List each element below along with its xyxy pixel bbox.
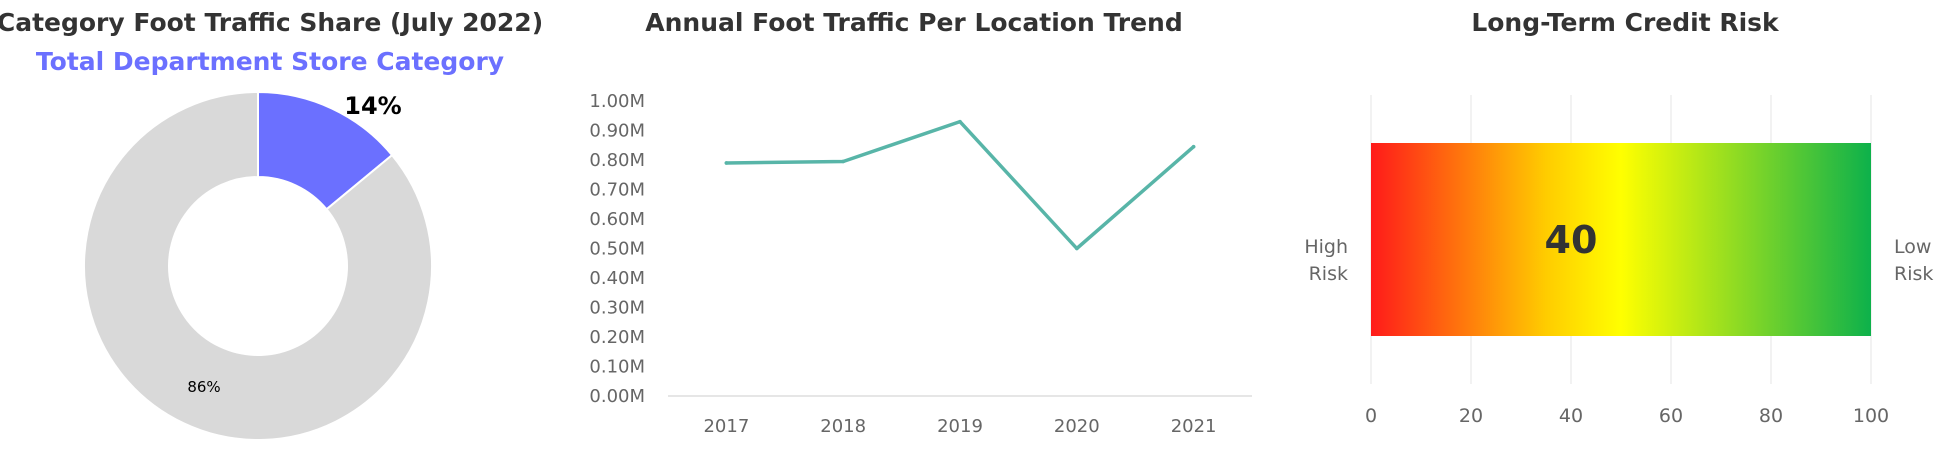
credit-risk-title: Long-Term Credit Risk	[1471, 8, 1779, 37]
low-risk-label: Risk	[1894, 263, 1933, 285]
line-chart-title: Annual Foot Traffic Per Location Trend	[645, 8, 1183, 37]
y-tick-label: 1.00M	[589, 91, 645, 112]
foot-traffic-trend-panel: Annual Foot Traffic Per Location Trend 0…	[560, 0, 1280, 471]
y-tick-label: 0.10M	[589, 357, 645, 378]
y-tick-label: 0.30M	[589, 298, 645, 319]
x-tick-label: 2020	[1054, 416, 1100, 437]
y-tick-label: 0.70M	[589, 180, 645, 201]
low-risk-label: Low	[1894, 236, 1931, 258]
credit-risk-panel: Long-Term Credit Risk 40 High Risk Low Risk 0…	[1280, 0, 1959, 471]
credit-risk-chart: 40 High Risk Low Risk 0 20 40 60 80 100	[1304, 95, 1933, 427]
high-risk-label: Risk	[1309, 263, 1348, 285]
x-tick-label: 80	[1759, 405, 1783, 427]
series-line	[724, 119, 1196, 251]
y-tick-label: 0.80M	[589, 150, 645, 171]
y-tick-label: 0.60M	[589, 209, 645, 230]
donut-slice	[83, 90, 433, 441]
data-point	[841, 159, 845, 164]
y-tick-label: 0.90M	[589, 121, 645, 142]
x-tick-label: 40	[1559, 405, 1583, 427]
data-point	[958, 119, 962, 124]
donut-slice-label: 14%	[344, 92, 401, 120]
donut-title: Category Foot Traffic Share (July 2022)	[0, 8, 544, 37]
x-tick-label: 2018	[820, 416, 866, 437]
x-tick-label: 20	[1459, 405, 1483, 427]
donut-chart: 14% 86%	[83, 90, 433, 441]
donut-slice-label: 86%	[187, 378, 220, 396]
x-tick-label: 2019	[937, 416, 983, 437]
y-tick-label: 0.20M	[589, 327, 645, 348]
donut-subtitle: Total Department Store Category	[35, 47, 505, 76]
data-point	[724, 161, 729, 165]
risk-value-label: 40	[1545, 218, 1598, 262]
line-chart: 0.00M 0.10M 0.20M 0.30M 0.40M 0.50M 0.60M 0.70M…	[589, 91, 1252, 437]
x-tick-label: 60	[1659, 405, 1683, 427]
y-tick-label: 0.00M	[589, 386, 645, 407]
x-tick-label: 2017	[703, 416, 749, 437]
x-tick-label: 2021	[1171, 416, 1217, 437]
x-tick-label: 0	[1365, 405, 1377, 427]
y-tick-label: 0.40M	[589, 268, 645, 289]
data-point	[1191, 144, 1196, 149]
foot-traffic-share-panel: Category Foot Traffic Share (July 2022) …	[0, 0, 543, 471]
data-point	[1075, 246, 1079, 251]
risk-gradient-bar	[1371, 143, 1871, 336]
high-risk-label: High	[1304, 236, 1348, 258]
x-tick-label: 100	[1853, 405, 1889, 427]
y-tick-label: 0.50M	[589, 239, 645, 260]
